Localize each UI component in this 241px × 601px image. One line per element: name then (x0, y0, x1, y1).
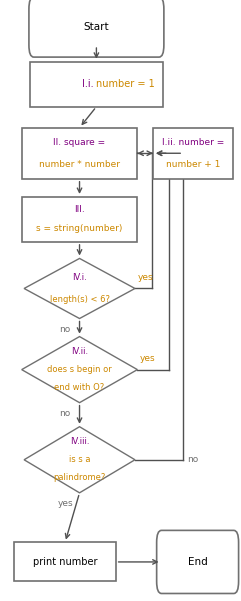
Text: IV.ii.: IV.ii. (71, 347, 88, 356)
Text: print number: print number (33, 557, 97, 567)
Text: End: End (188, 557, 208, 567)
Polygon shape (24, 258, 135, 319)
FancyBboxPatch shape (30, 62, 163, 107)
Text: I.ii. number =: I.ii. number = (162, 138, 224, 147)
FancyBboxPatch shape (22, 197, 137, 242)
Text: no: no (187, 456, 198, 464)
FancyBboxPatch shape (14, 542, 116, 582)
Text: Start: Start (84, 22, 109, 32)
FancyBboxPatch shape (22, 128, 137, 179)
Text: number + 1: number + 1 (166, 160, 220, 168)
Text: palindrome?: palindrome? (53, 474, 106, 482)
Text: I.i.: I.i. (82, 79, 96, 89)
Text: length(s) < 6?: length(s) < 6? (50, 295, 109, 304)
Text: end with O?: end with O? (54, 383, 105, 392)
FancyBboxPatch shape (157, 530, 239, 594)
Text: II. square =: II. square = (54, 138, 106, 147)
Text: yes: yes (137, 273, 153, 282)
Text: is s a: is s a (69, 456, 90, 464)
Text: number = 1: number = 1 (96, 79, 155, 89)
FancyBboxPatch shape (29, 0, 164, 57)
Text: number * number: number * number (39, 160, 120, 168)
Text: no: no (60, 409, 71, 418)
Polygon shape (22, 337, 137, 403)
Text: does s begin or: does s begin or (47, 365, 112, 374)
FancyBboxPatch shape (153, 128, 233, 179)
Text: IV.i.: IV.i. (72, 273, 87, 282)
Text: III.: III. (74, 206, 85, 214)
Text: no: no (60, 325, 71, 334)
Text: IV.iii.: IV.iii. (70, 438, 89, 446)
Text: yes: yes (57, 499, 73, 508)
Polygon shape (24, 427, 135, 493)
Text: yes: yes (140, 355, 155, 363)
Text: s = string(number): s = string(number) (36, 225, 123, 233)
